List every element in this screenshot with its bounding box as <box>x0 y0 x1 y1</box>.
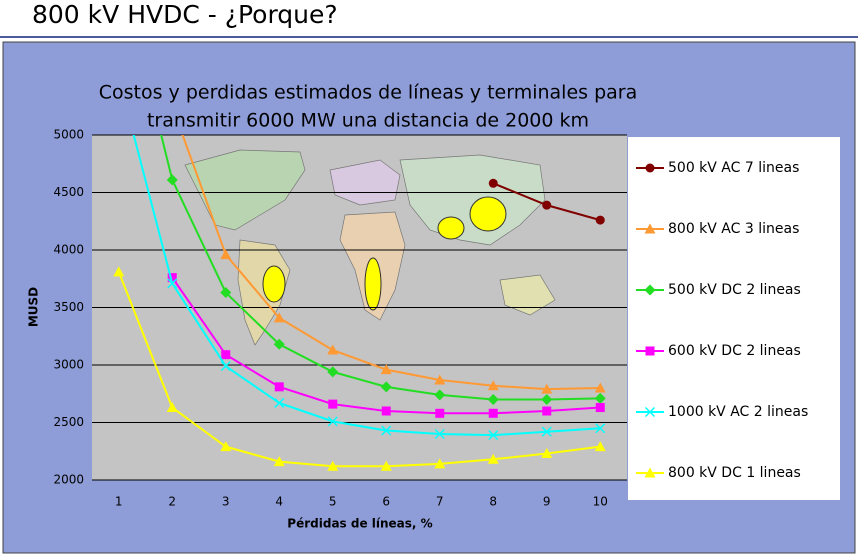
marker <box>166 174 178 186</box>
marker <box>645 346 655 356</box>
marker <box>594 441 606 452</box>
series-line <box>132 135 601 437</box>
marker <box>380 364 392 375</box>
legend-label: 600 kV DC 2 lineas <box>668 343 801 359</box>
marker <box>595 403 605 413</box>
chart-title: Costos y perdidas estimados de líneas y … <box>99 82 638 104</box>
x-tick-label: 1 <box>115 495 123 509</box>
marker <box>644 284 656 296</box>
marker <box>645 163 655 173</box>
legend <box>628 137 840 500</box>
y-tick-label: 4000 <box>53 243 84 257</box>
marker <box>434 458 446 469</box>
marker <box>327 344 339 355</box>
marker <box>594 392 606 404</box>
x-tick-label: 2 <box>168 495 176 509</box>
marker <box>434 428 445 440</box>
x-tick-label: 5 <box>329 495 337 509</box>
marker <box>381 406 391 416</box>
x-tick-label: 7 <box>436 495 444 509</box>
marker <box>487 453 499 464</box>
x-tick-label: 4 <box>275 495 283 509</box>
marker <box>273 338 285 350</box>
marker <box>327 460 339 471</box>
marker <box>487 380 499 391</box>
marker <box>542 200 552 210</box>
marker <box>327 416 338 427</box>
marker <box>434 374 446 385</box>
highlight-regions <box>262 196 507 311</box>
series-line <box>117 271 601 468</box>
marker <box>220 441 232 452</box>
x-tick-label: 10 <box>593 495 608 509</box>
marker <box>273 312 285 323</box>
marker <box>380 460 392 471</box>
x-axis-label: Pérdidas de líneas, % <box>287 517 432 531</box>
x-tick-label: 6 <box>382 495 390 509</box>
marker <box>487 394 499 405</box>
marker <box>220 361 231 372</box>
y-axis-label: MUSD <box>27 287 41 327</box>
marker <box>327 366 339 378</box>
marker <box>541 394 553 405</box>
legend-label: 500 kV DC 2 lineas <box>668 282 801 298</box>
marker <box>644 223 656 234</box>
marker <box>488 178 498 188</box>
marker <box>221 350 231 360</box>
marker <box>166 402 178 413</box>
marker <box>273 456 285 467</box>
marker <box>594 382 606 393</box>
marker <box>488 408 498 418</box>
slide-title: 800 kV HVDC - ¿Porque? <box>32 0 338 29</box>
marker <box>541 383 553 394</box>
marker <box>644 406 656 418</box>
y-tick-label: 2000 <box>53 473 84 487</box>
y-tick-label: 2500 <box>53 415 84 429</box>
y-tick-label: 4500 <box>53 185 84 199</box>
legend-label: 800 kV AC 3 lineas <box>668 221 799 237</box>
x-tick-label: 9 <box>543 495 551 509</box>
marker <box>488 430 499 441</box>
marker <box>434 389 446 401</box>
series-line <box>160 135 601 401</box>
marker <box>595 423 606 434</box>
marker <box>167 278 178 289</box>
marker <box>274 382 284 392</box>
marker <box>541 448 553 459</box>
marker <box>328 399 338 409</box>
legend-label: 1000 kV AC 2 lineas <box>668 404 808 420</box>
marker <box>274 397 285 408</box>
y-tick-label: 5000 <box>53 128 84 142</box>
marker <box>542 406 552 416</box>
marker <box>113 266 125 277</box>
marker <box>595 215 605 225</box>
legend-label: 800 kV DC 1 lineas <box>668 465 801 481</box>
marker <box>644 467 656 478</box>
marker <box>167 273 177 283</box>
x-tick-label: 3 <box>222 495 230 509</box>
marker <box>541 426 552 437</box>
legend-label: 500 kV AC 7 lineas <box>668 160 799 176</box>
marker <box>435 408 445 418</box>
marker <box>380 381 392 393</box>
marker <box>220 287 232 299</box>
series-layer <box>113 135 606 471</box>
y-tick-label: 3000 <box>53 358 84 372</box>
x-tick-label: 8 <box>489 495 497 509</box>
y-tick-label: 3500 <box>53 300 84 314</box>
marker <box>220 249 232 260</box>
chart-title: transmitir 6000 MW una distancia de 2000… <box>147 110 589 132</box>
marker <box>381 425 392 436</box>
